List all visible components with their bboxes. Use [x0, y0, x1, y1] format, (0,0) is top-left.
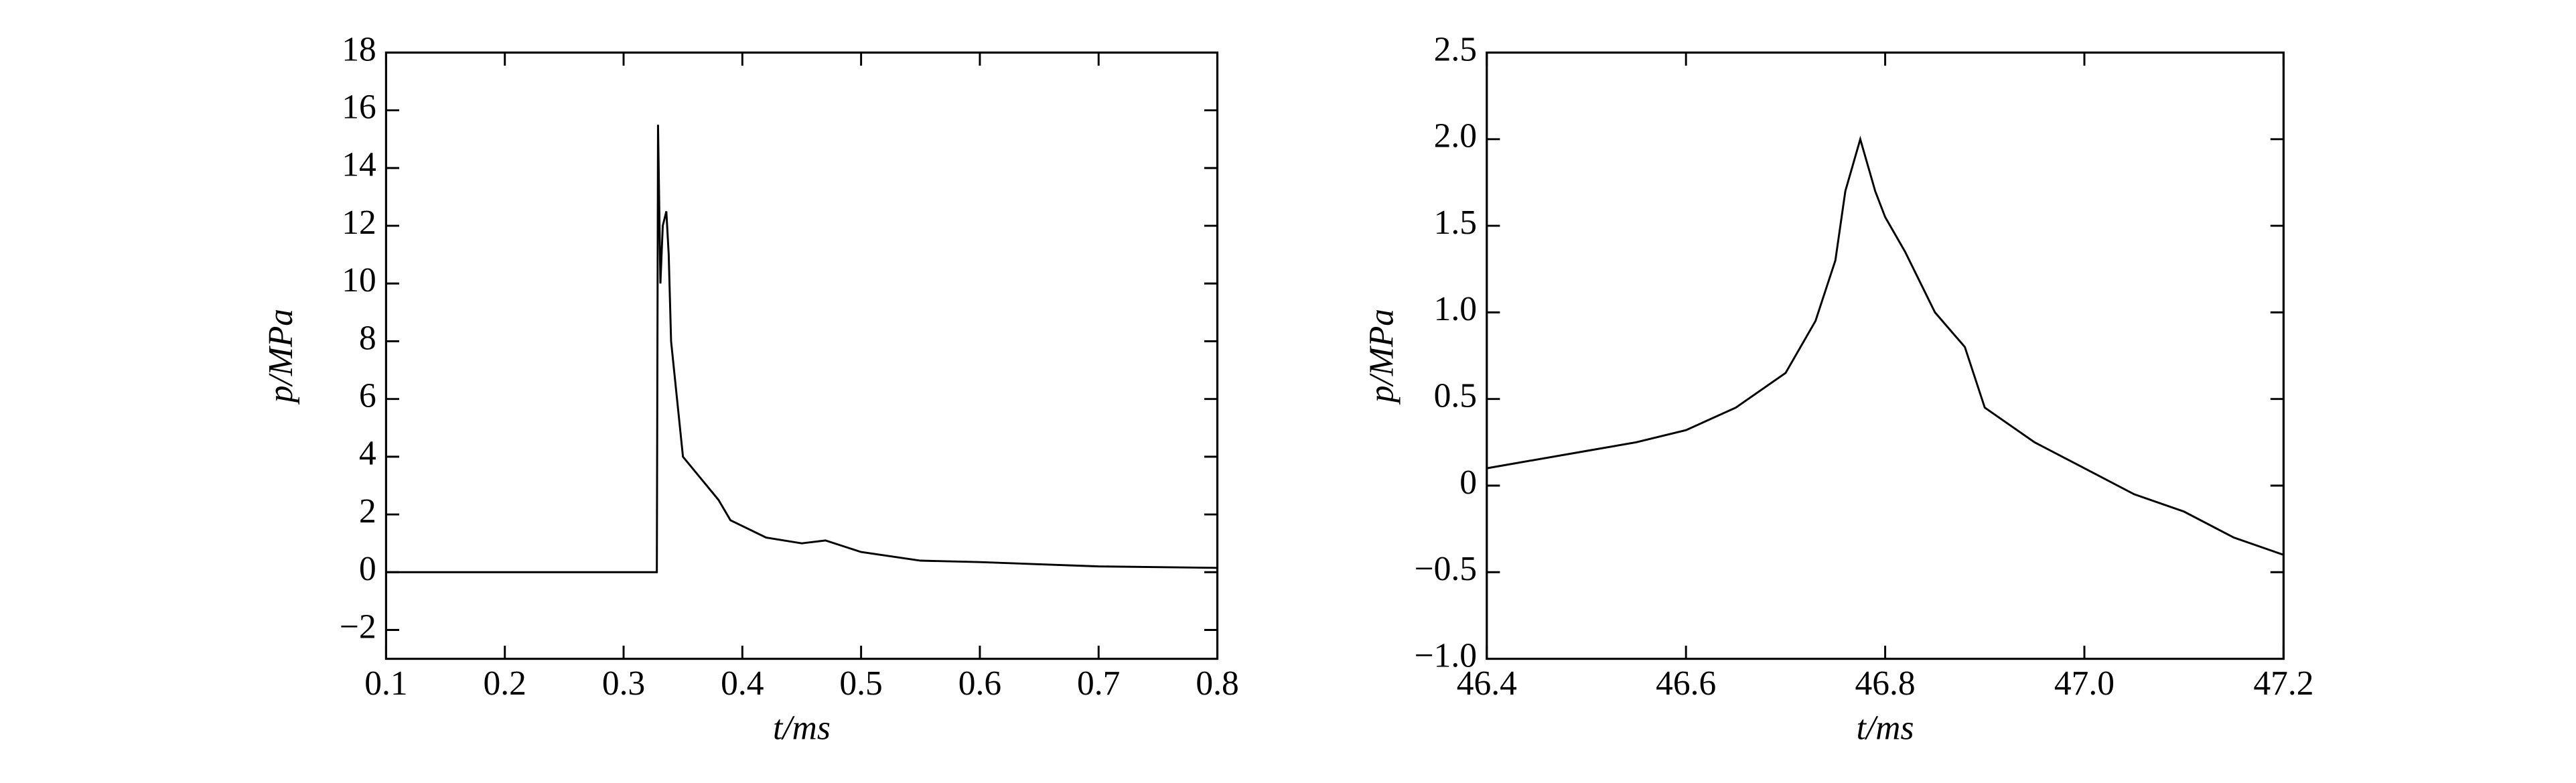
x-axis-label: t/ms [1857, 709, 1914, 747]
plot-frame [384, 51, 1219, 660]
x-tick-label: 0.5 [839, 664, 882, 703]
y-tick-label: −2 [340, 608, 376, 646]
y-tick-label: 4 [359, 435, 376, 473]
x-tick-label: 47.0 [2054, 664, 2115, 703]
x-tick-label: 46.8 [1855, 664, 1916, 703]
data-line [1486, 135, 2284, 556]
x-tick-label: 47.2 [2253, 664, 2313, 703]
y-tick-label: 10 [342, 261, 376, 299]
data-line [386, 125, 1218, 573]
x-tick-label: 0.4 [721, 664, 764, 703]
x-axis-label: t/ms [773, 709, 831, 747]
plot-frame [1486, 51, 2285, 660]
y-tick-label: 18 [342, 30, 376, 68]
y-tick-label: 0 [359, 550, 376, 588]
y-tick-label: 0 [1459, 464, 1477, 502]
y-tick-label: 6 [359, 376, 376, 415]
y-tick-label: 0.5 [1434, 376, 1477, 415]
y-tick-label: 2.0 [1434, 117, 1477, 155]
x-tick-label: 0.6 [958, 664, 1001, 703]
x-tick-label: 0.1 [364, 664, 407, 703]
x-tick-label: 46.6 [1656, 664, 1716, 703]
y-tick-label: −1.0 [1415, 636, 1477, 674]
y-tick-label: 8 [359, 319, 376, 357]
y-tick-label: 2 [359, 492, 376, 530]
y-axis-label: p/MPa [262, 309, 300, 405]
y-tick-label: 1.0 [1434, 290, 1477, 328]
y-tick-label: 2.5 [1434, 30, 1477, 68]
y-tick-label: 12 [342, 204, 376, 242]
y-tick-label: 16 [342, 88, 376, 126]
x-tick-label: 0.2 [484, 664, 526, 703]
y-tick-label: −0.5 [1415, 550, 1477, 588]
x-tick-label: 46.4 [1457, 664, 1517, 703]
y-tick-label: 14 [342, 146, 376, 184]
x-tick-label: 0.7 [1077, 664, 1120, 703]
x-tick-label: 0.8 [1196, 664, 1238, 703]
y-tick-label: 1.5 [1434, 204, 1477, 242]
y-axis-label: p/MPa [1363, 309, 1401, 405]
x-tick-label: 0.3 [602, 664, 645, 703]
